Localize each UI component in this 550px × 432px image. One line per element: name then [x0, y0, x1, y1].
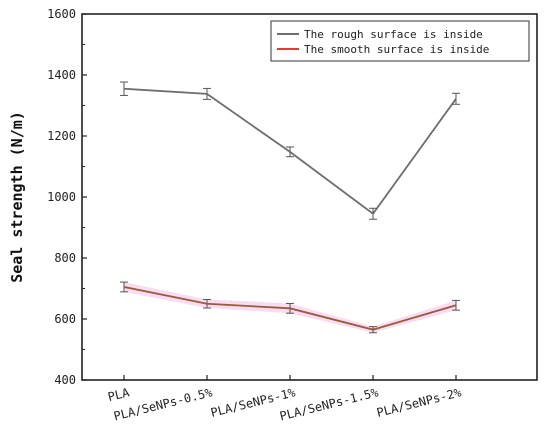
- data-point: [123, 88, 125, 90]
- data-point: [455, 304, 457, 306]
- error-bar: [369, 326, 377, 334]
- error-bar: [120, 81, 128, 96]
- y-axis-ticks: 400 600 800 1000 1200 1400 1600: [47, 7, 87, 387]
- error-bar: [203, 298, 211, 309]
- y-tick-label: 400: [54, 373, 76, 387]
- data-point: [289, 307, 291, 309]
- error-bar: [452, 299, 460, 311]
- error-bar: [203, 87, 211, 100]
- data-point: [206, 303, 208, 305]
- error-bars-layer: [120, 81, 460, 334]
- x-tick-label: PLA: [106, 385, 131, 404]
- error-bar: [120, 281, 128, 293]
- data-point: [289, 151, 291, 153]
- y-axis-label: Seal strength (N/m): [8, 111, 26, 283]
- x-axis-ticks: PLAPLA/SeNPs-0.5%PLA/SeNPs-1%PLA/SeNPs-1…: [106, 375, 463, 423]
- error-bar: [452, 92, 460, 105]
- y-tick-label: 800: [54, 251, 76, 265]
- y-tick-label: 1000: [47, 190, 76, 204]
- y-tick-label: 1200: [47, 129, 76, 143]
- y-tick-label: 1600: [47, 7, 76, 21]
- plot-area-frame: [81, 13, 538, 381]
- data-point: [123, 286, 125, 288]
- legend-box: [270, 20, 530, 62]
- legend-label: The smooth surface is inside: [304, 43, 489, 56]
- x-tick-label: PLA/SeNPs-2%: [375, 385, 463, 420]
- data-point: [455, 98, 457, 100]
- legend-label: The rough surface is inside: [304, 28, 483, 41]
- error-bar: [369, 207, 377, 220]
- data-point: [206, 93, 208, 95]
- legend: The rough surface is inside The smooth su…: [270, 20, 530, 62]
- y-tick-label: 1400: [47, 68, 76, 82]
- error-bar: [286, 146, 294, 158]
- data-point: [372, 329, 374, 331]
- error-bar: [286, 302, 294, 314]
- data-point: [372, 213, 374, 215]
- y-tick-label: 600: [54, 312, 76, 326]
